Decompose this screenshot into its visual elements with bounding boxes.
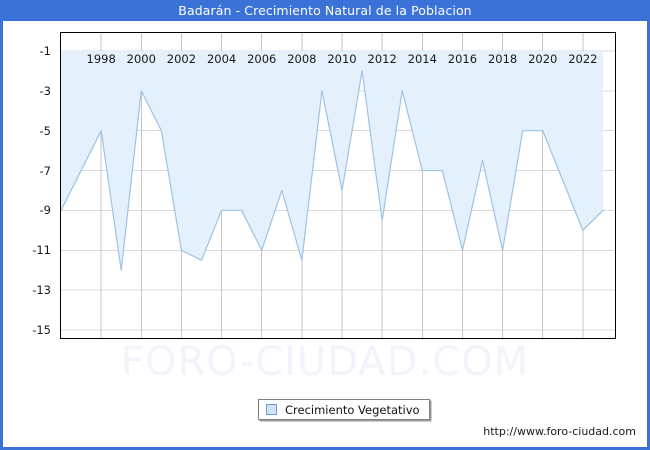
y-axis-tick--3: -3 [39, 83, 51, 98]
x-axis-tick-1998: 1998 [86, 52, 116, 66]
y-axis-tick--15: -15 [32, 323, 51, 338]
x-axis-tick-2022: 2022 [568, 52, 598, 66]
legend-swatch-crecimiento-vegetativo [266, 404, 277, 415]
plot-area: 1998 2000 2002 2004 2006 2008 2010 2012 2014 2016… [60, 32, 616, 339]
chart-legend: Crecimiento Vegetativo [258, 399, 430, 420]
y-axis-tick--1: -1 [39, 43, 51, 58]
y-axis-tick--13: -13 [32, 283, 51, 298]
x-axis-tick-2010: 2010 [327, 52, 357, 66]
x-axis-tick-2000: 2000 [126, 52, 156, 66]
y-axis-tick--9: -9 [39, 203, 51, 218]
x-axis-tick-2004: 2004 [206, 52, 237, 66]
legend-label-crecimiento-vegetativo: Crecimiento Vegetativo [285, 402, 420, 417]
watermark: FORO-CIUDAD.COM [120, 339, 530, 385]
x-axis-tick-2016: 2016 [447, 52, 478, 66]
x-axis-tick-2018: 2018 [487, 52, 518, 66]
chart-container: -1 -3 -5 -7 -9 -11 -13 -15 1998 2000 2002 2004 2006… [3, 21, 647, 447]
x-axis-tick-2012: 2012 [367, 52, 397, 66]
x-axis-tick-2014: 2014 [407, 52, 437, 66]
window-title-bar: Badarán - Crecimiento Natural de la Pobl… [0, 0, 650, 21]
x-axis-tick-2006: 2006 [247, 52, 277, 66]
y-axis-tick--5: -5 [39, 123, 51, 138]
source-url: http://www.foro-ciudad.com [483, 425, 636, 438]
x-axis-tick-2002: 2002 [166, 52, 197, 66]
page-title: Badarán - Crecimiento Natural de la Pobl… [178, 3, 472, 18]
y-axis-tick--7: -7 [39, 163, 51, 178]
y-axis-tick--11: -11 [32, 243, 51, 258]
x-axis-tick-2008: 2008 [287, 52, 317, 66]
series-svg [61, 33, 615, 338]
x-axis-tick-2020: 2020 [528, 52, 558, 66]
